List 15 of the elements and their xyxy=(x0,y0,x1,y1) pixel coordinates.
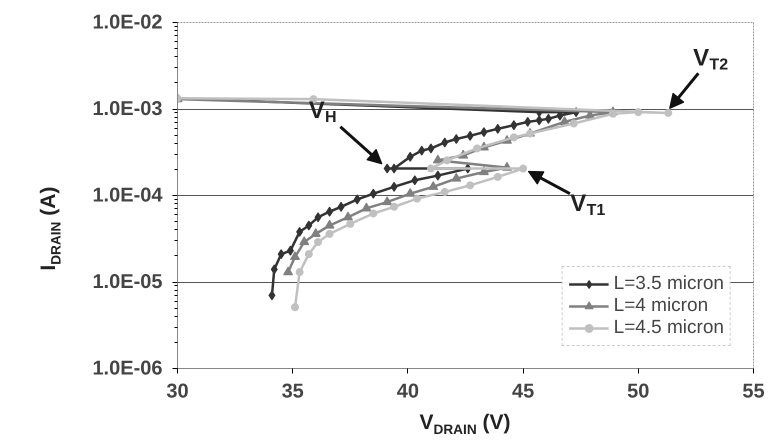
y-tick-label: 1.0E-03 xyxy=(92,98,163,120)
legend-label: L=3.5 micron xyxy=(614,273,724,295)
legend-label: L=4.5 micron xyxy=(614,317,724,339)
y-tick-label: 1.0E-02 xyxy=(92,12,163,34)
x-tick-label: 50 xyxy=(627,380,650,402)
y-tick-label: 1.0E-05 xyxy=(92,271,163,293)
x-axis-title: V$_{DRAIN}$ (V) xyxy=(418,410,512,440)
x-tick-label: 45 xyxy=(512,380,534,402)
x-tick-label: 30 xyxy=(166,380,189,402)
y-tick-label: 1.0E-06 xyxy=(92,358,163,380)
y-tick-label: 1.0E-04 xyxy=(92,184,164,206)
legend-label: L=4 micron xyxy=(614,295,708,317)
x-tick-label: 35 xyxy=(282,380,304,402)
x-tick-label: 55 xyxy=(742,380,765,402)
x-tick-label: 40 xyxy=(396,380,420,402)
